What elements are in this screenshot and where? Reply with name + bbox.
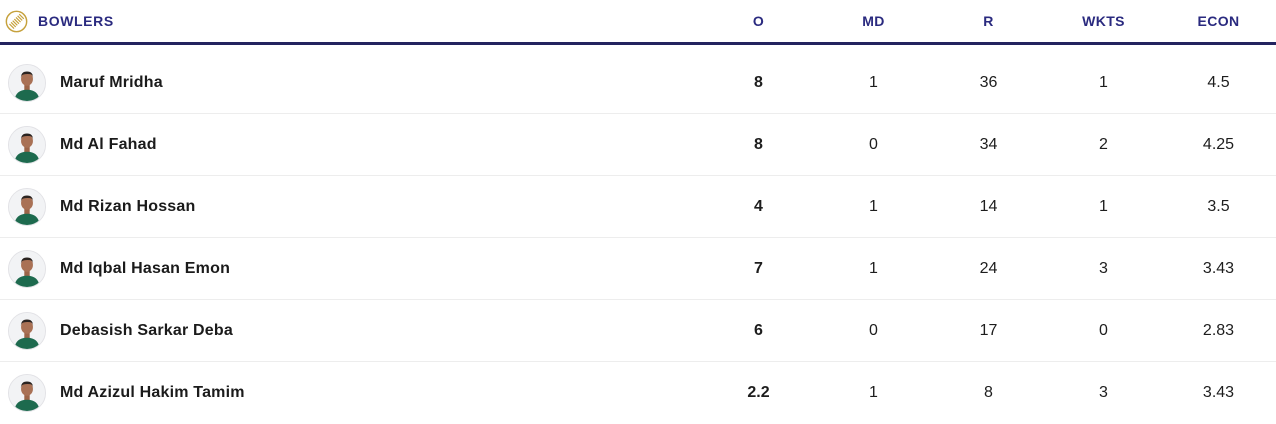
wickets-value: 3 bbox=[1099, 384, 1108, 401]
player-cell: Md Rizan Hossan bbox=[0, 187, 701, 226]
runs-value: 36 bbox=[979, 73, 998, 91]
runs-value: 24 bbox=[979, 259, 998, 277]
bowler-row[interactable]: Md Iqbal Hasan Emon 7 1 24 3 3.43 bbox=[0, 238, 1276, 300]
bowler-row[interactable]: Debasish Sarkar Deba 6 0 17 0 2.83 bbox=[0, 300, 1276, 362]
column-header-economy: ECON bbox=[1197, 13, 1240, 29]
economy-value: 4.5 bbox=[1207, 73, 1230, 91]
column-header-runs: R bbox=[983, 13, 994, 29]
player-avatar bbox=[8, 125, 46, 164]
player-name: Md Iqbal Hasan Emon bbox=[60, 259, 231, 277]
runs-value: 17 bbox=[979, 321, 998, 339]
player-cell: Maruf Mridha bbox=[0, 63, 701, 102]
cricket-ball-icon bbox=[5, 10, 28, 32]
player-avatar bbox=[8, 63, 46, 102]
overs-value: 6 bbox=[754, 321, 763, 339]
bowler-row[interactable]: Md Azizul Hakim Tamim 2.2 1 8 3 3.43 bbox=[0, 362, 1276, 424]
player-name: Maruf Mridha bbox=[60, 73, 163, 91]
player-avatar bbox=[8, 187, 46, 226]
overs-value: 8 bbox=[754, 73, 763, 91]
player-cell: Md Al Fahad bbox=[0, 125, 701, 164]
player-name: Debasish Sarkar Deba bbox=[60, 321, 233, 339]
economy-value: 2.83 bbox=[1202, 321, 1235, 339]
wickets-value: 1 bbox=[1099, 73, 1108, 91]
maidens-value: 0 bbox=[869, 321, 878, 339]
player-name: Md Rizan Hossan bbox=[60, 197, 196, 215]
bowler-row[interactable]: Md Al Fahad 8 0 34 2 4.25 bbox=[0, 114, 1276, 176]
runs-value: 34 bbox=[979, 135, 998, 153]
economy-value: 3.43 bbox=[1202, 259, 1235, 277]
bowlers-header-cell: BOWLERS bbox=[0, 10, 701, 33]
maidens-value: 0 bbox=[869, 135, 878, 153]
overs-value: 2.2 bbox=[747, 384, 770, 401]
column-header-wickets: WKTS bbox=[1082, 13, 1125, 29]
player-cell: Md Iqbal Hasan Emon bbox=[0, 249, 701, 288]
runs-value: 8 bbox=[984, 384, 993, 401]
economy-value: 4.25 bbox=[1202, 135, 1235, 153]
player-name: Md Al Fahad bbox=[60, 135, 157, 153]
runs-value: 14 bbox=[979, 197, 998, 215]
maidens-value: 1 bbox=[869, 197, 878, 215]
bowlers-title: BOWLERS bbox=[38, 13, 114, 29]
wickets-value: 1 bbox=[1099, 197, 1108, 215]
column-header-maidens: MD bbox=[862, 13, 885, 29]
maidens-value: 1 bbox=[869, 384, 878, 401]
table-body: Maruf Mridha 8 1 36 1 4.5 Md Al Fahad 8 … bbox=[0, 45, 1276, 424]
overs-value: 4 bbox=[754, 197, 763, 215]
player-name: Md Azizul Hakim Tamim bbox=[60, 384, 245, 401]
player-avatar bbox=[8, 311, 46, 350]
maidens-value: 1 bbox=[869, 73, 878, 91]
economy-value: 3.5 bbox=[1207, 197, 1230, 215]
wickets-value: 0 bbox=[1099, 321, 1108, 339]
overs-value: 7 bbox=[754, 259, 763, 277]
table-header: BOWLERS O MD R WKTS ECON bbox=[0, 0, 1276, 45]
player-cell: Debasish Sarkar Deba bbox=[0, 311, 701, 350]
player-cell: Md Azizul Hakim Tamim bbox=[0, 374, 701, 412]
overs-value: 8 bbox=[754, 135, 763, 153]
maidens-value: 1 bbox=[869, 259, 878, 277]
player-avatar bbox=[8, 249, 46, 288]
economy-value: 3.43 bbox=[1202, 384, 1235, 401]
bowler-row[interactable]: Md Rizan Hossan 4 1 14 1 3.5 bbox=[0, 176, 1276, 238]
column-header-overs: O bbox=[752, 13, 765, 29]
wickets-value: 2 bbox=[1099, 135, 1108, 153]
wickets-value: 3 bbox=[1099, 259, 1108, 277]
player-avatar bbox=[8, 374, 46, 412]
bowler-row[interactable]: Maruf Mridha 8 1 36 1 4.5 bbox=[0, 52, 1276, 114]
